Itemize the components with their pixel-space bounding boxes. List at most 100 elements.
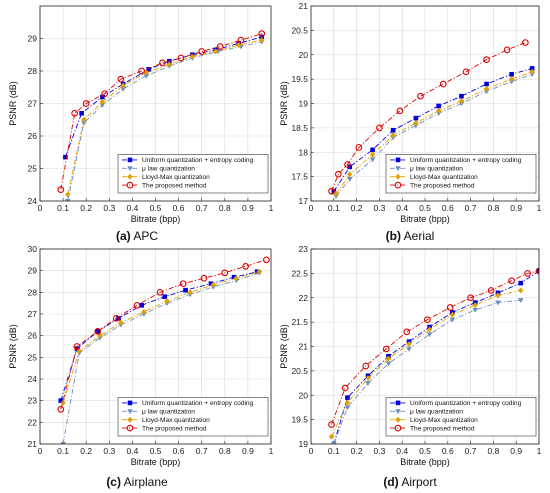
y-tick-label: 18.5 (291, 123, 308, 133)
data-point (95, 329, 101, 334)
data-point (64, 198, 71, 201)
x-tick-label: 0.2 (80, 203, 92, 213)
series-line-4 (60, 259, 267, 410)
data-point (413, 119, 419, 127)
data-point (328, 421, 335, 428)
data-point (396, 107, 404, 115)
legend: Uniform quantization + entropy coding μ l… (117, 154, 269, 194)
x-tick-label: 0.3 (103, 446, 115, 456)
y-tick-label: 29 (28, 266, 38, 276)
legend: Uniform quantization + entropy coding μ l… (385, 397, 537, 437)
axes-frame (310, 5, 540, 202)
x-tick-label: 0.6 (442, 203, 454, 213)
data-point (406, 340, 412, 348)
data-point (183, 287, 188, 293)
data-point (101, 90, 109, 98)
series-line-2 (333, 299, 521, 444)
x-tick-label: 0.4 (126, 203, 138, 213)
y-tick-label: 25 (28, 164, 38, 174)
legend-entry: μ law quantization (142, 409, 195, 416)
y-tick-label: 19 (299, 99, 309, 109)
data-point (120, 82, 126, 89)
legend-entry: The proposed method (410, 425, 475, 432)
data-point (141, 308, 147, 315)
legend-entry: Uniform quantization + entropy coding (142, 157, 254, 164)
data-point (328, 433, 335, 440)
x-tick-label: 0.3 (373, 203, 385, 213)
x-tick-label: 0.7 (465, 203, 477, 213)
data-point (210, 281, 216, 288)
x-tick-label: 0.1 (57, 446, 69, 456)
legend-entry: μ law quantization (410, 409, 463, 416)
data-point (347, 171, 353, 178)
data-point (518, 280, 524, 286)
x-tick-label: 0.7 (196, 203, 208, 213)
data-point (446, 304, 454, 311)
y-tick-label: 19.5 (291, 74, 308, 84)
y-tick-label: 21 (299, 1, 309, 11)
data-point (487, 287, 495, 294)
x-tick-label: 0.5 (419, 446, 431, 456)
y-tick-label: 20 (299, 50, 309, 60)
data-point (57, 405, 65, 413)
data-point (369, 151, 376, 158)
legend-marker (127, 173, 133, 180)
x-tick-label: 0.2 (351, 203, 363, 213)
y-tick-label: 30 (28, 244, 38, 254)
x-tick-label: 0.7 (465, 446, 477, 456)
x-tick-label: 0.2 (80, 446, 92, 456)
panel-caption-text: Airplane (121, 475, 168, 489)
data-point (335, 170, 342, 178)
data-point (385, 355, 392, 362)
data-point (521, 39, 529, 46)
x-tick-label: 0.5 (150, 446, 162, 456)
series-line-3 (331, 289, 521, 437)
y-tick-label: 24 (28, 196, 38, 206)
legend-entry: Lloyd-Max quantization (142, 417, 210, 424)
data-point (57, 186, 65, 193)
legend-marker (395, 173, 401, 180)
data-point (376, 124, 383, 132)
data-point (221, 269, 229, 277)
data-point (524, 270, 531, 277)
data-point (439, 80, 447, 88)
chart-panel-4: 0 0.1 0.2 0.3 0.4 0.5 0.6 0.7 0.8 0.9 1 19 19.5 20 20.… (279, 244, 542, 489)
data-point (413, 115, 419, 121)
data-point (495, 300, 501, 306)
legend-entry: The proposed method (410, 182, 475, 189)
x-tick-label: 0.6 (173, 203, 185, 213)
x-tick-label: 0.9 (510, 203, 522, 213)
data-point (82, 100, 90, 107)
y-tick-label: 21.5 (291, 317, 308, 327)
series-line-1 (333, 67, 533, 192)
legend-marker (395, 400, 401, 406)
legend-marker (127, 409, 133, 415)
y-tick-label: 27 (28, 309, 38, 319)
legend-entry: Uniform quantization + entropy coding (142, 400, 254, 407)
data-point (483, 85, 490, 92)
x-tick-label: 0.8 (487, 446, 499, 456)
y-tick-label: 23 (299, 244, 309, 254)
panel-caption-text: APC (131, 229, 159, 243)
x-tick-label: 0.4 (396, 203, 408, 213)
data-point (328, 187, 335, 195)
y-tick-label: 20.5 (291, 25, 308, 35)
series-line-4 (331, 42, 526, 192)
data-point (483, 56, 490, 63)
y-tick-label: 26 (28, 131, 38, 141)
data-point (187, 289, 193, 296)
series-line-1 (60, 271, 258, 401)
y-tick-label: 24 (28, 374, 38, 384)
legend-marker (394, 424, 402, 432)
data-point (164, 297, 170, 305)
data-point (179, 280, 187, 288)
data-point (71, 109, 78, 117)
legend-marker (395, 157, 401, 163)
data-point (535, 267, 539, 275)
x-tick-label: 1 (269, 446, 274, 456)
x-tick-label: 0.9 (242, 203, 254, 213)
data-point (509, 71, 514, 77)
series-line-3 (67, 39, 262, 195)
series-line-1 (64, 36, 262, 158)
y-tick-label: 28 (28, 66, 38, 76)
